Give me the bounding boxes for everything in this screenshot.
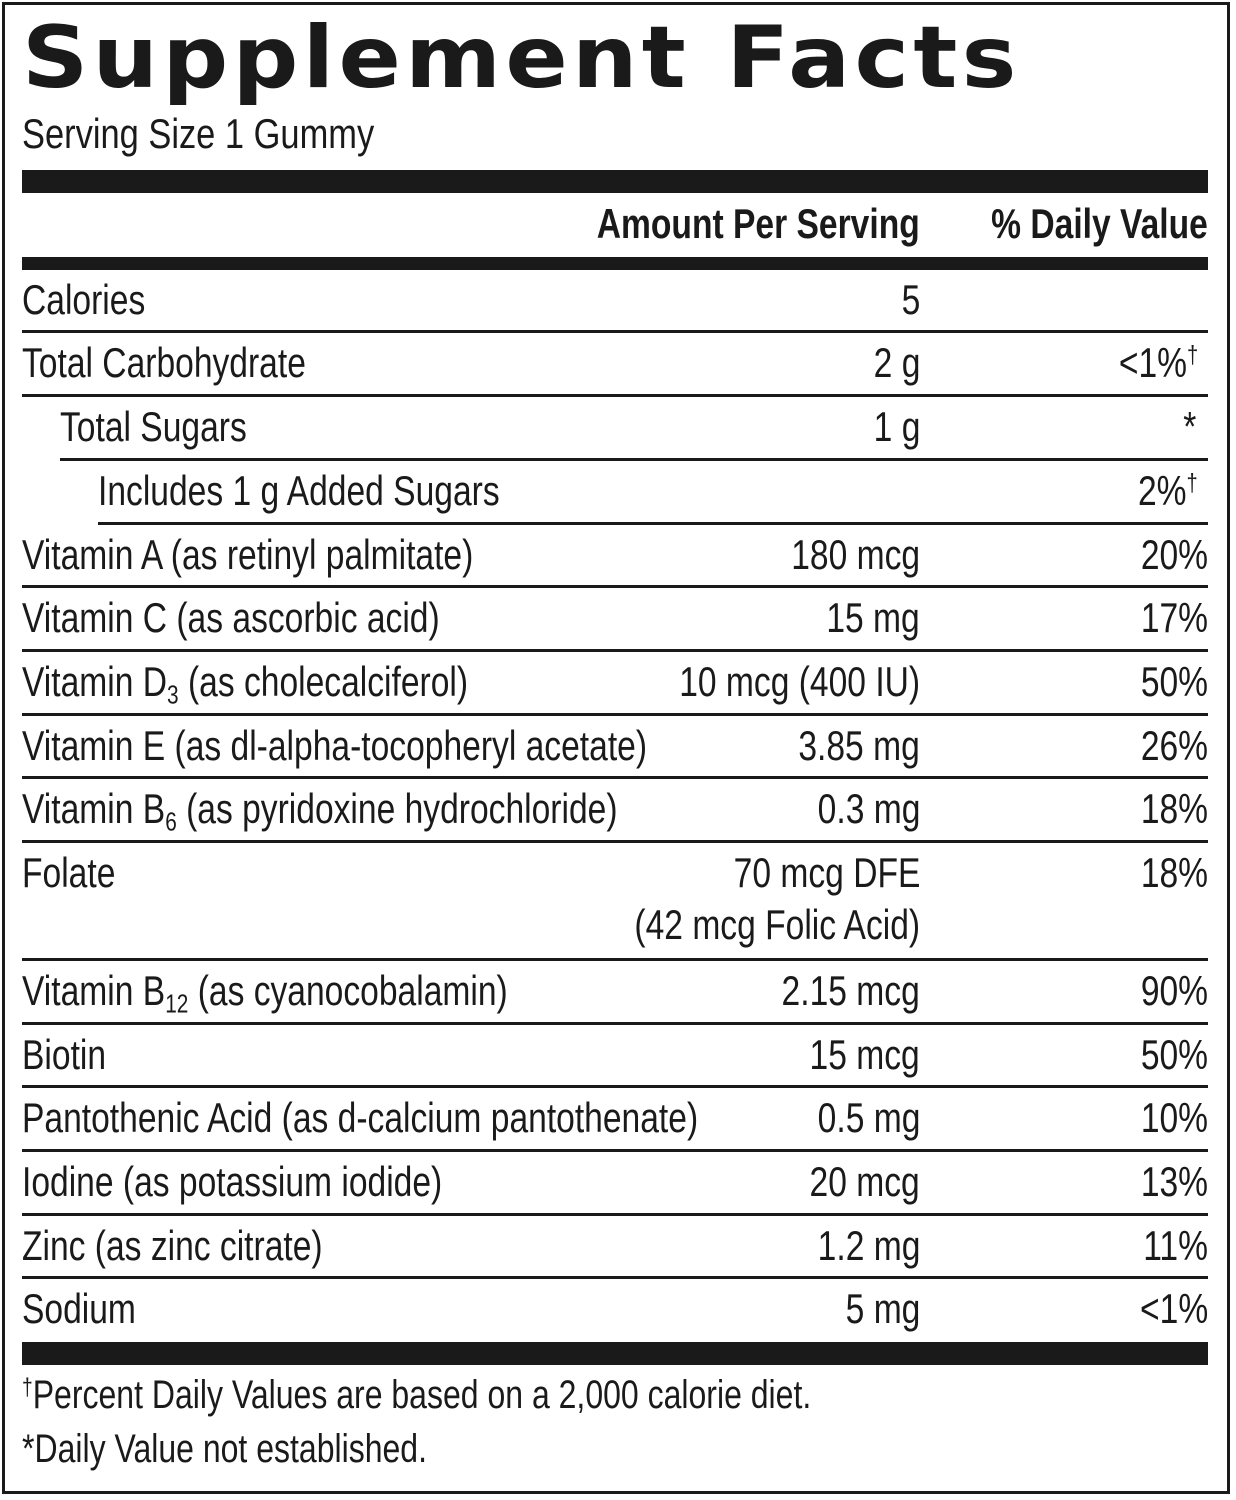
nutrient-daily-value: 18% bbox=[1140, 785, 1208, 832]
nutrient-amount: 180 mcg bbox=[791, 531, 920, 578]
nutrient-row-sodium: Sodium 5 mg <1% bbox=[22, 1279, 1208, 1343]
nutrient-daily-value: 50% bbox=[1140, 658, 1208, 705]
nutrient-daily-value: 18% bbox=[1140, 849, 1208, 896]
nutrient-daily-value: 10% bbox=[1140, 1094, 1208, 1141]
serving-size: Serving Size 1 Gummy bbox=[22, 110, 375, 157]
nutrient-amount: 2.15 mcg bbox=[781, 967, 920, 1014]
row-divider bbox=[22, 1022, 1208, 1025]
nutrient-label: Vitamin C (as ascorbic acid) bbox=[22, 594, 440, 641]
nutrient-amount: 1.2 mg bbox=[817, 1222, 920, 1269]
nutrient-amount: 1 g bbox=[873, 403, 920, 450]
nutrient-row-added-sugars: Includes 1 g Added Sugars 2%† bbox=[98, 461, 1208, 525]
nutrient-daily-value: 26% bbox=[1140, 722, 1208, 769]
nutrient-label: Zinc (as zinc citrate) bbox=[22, 1222, 323, 1269]
row-divider bbox=[22, 585, 1208, 588]
nutrient-label: Folate bbox=[22, 849, 116, 896]
nutrient-amount: 0.3 mg bbox=[817, 785, 920, 832]
dagger-mark: † bbox=[1186, 469, 1198, 498]
nutrient-label: Vitamin A (as retinyl palmitate) bbox=[22, 531, 474, 578]
nutrient-daily-value: * bbox=[1182, 403, 1196, 450]
dagger-mark: † bbox=[22, 1373, 33, 1401]
nutrient-daily-value: 20% bbox=[1140, 531, 1208, 578]
column-header: Amount Per Serving % Daily Value bbox=[22, 194, 1208, 256]
nutrient-row-vitamin-d3: Vitamin D3 (as cholecalciferol) 10 mcg (… bbox=[22, 652, 1208, 716]
row-divider bbox=[22, 1213, 1208, 1216]
nutrient-label: Biotin bbox=[22, 1031, 107, 1078]
nutrient-daily-value: <1%† bbox=[1118, 339, 1198, 386]
row-divider bbox=[22, 649, 1208, 652]
nutrient-amount-secondary: (42 mcg Folic Acid) bbox=[634, 901, 920, 948]
nutrient-daily-value: 13% bbox=[1140, 1158, 1208, 1205]
nutrient-label: Vitamin E (as dl-alpha-tocopheryl acetat… bbox=[22, 722, 648, 769]
nutrient-row-total-carbohydrate: Total Carbohydrate 2 g <1%† bbox=[22, 333, 1208, 397]
nutrient-label: Total Sugars bbox=[60, 403, 247, 450]
nutrient-amount: 0.5 mg bbox=[817, 1094, 920, 1141]
nutrient-row-vitamin-b12: Vitamin B12 (as cyanocobalamin) 2.15 mcg… bbox=[22, 961, 1208, 1025]
footnote-dagger: †Percent Daily Values are based on a 2,0… bbox=[22, 1373, 812, 1417]
nutrient-row-folate: Folate 70 mcg DFE (42 mcg Folic Acid) 18… bbox=[22, 843, 1208, 961]
nutrient-label: Includes 1 g Added Sugars bbox=[98, 467, 500, 514]
daily-value-header: % Daily Value bbox=[991, 200, 1208, 247]
nutrient-daily-value: 90% bbox=[1140, 967, 1208, 1014]
nutrient-label: Vitamin D3 (as cholecalciferol) bbox=[22, 658, 469, 710]
nutrient-row-iodine: Iodine (as potassium iodide) 20 mcg 13% bbox=[22, 1152, 1208, 1216]
nutrient-amount: 10 mcg (400 IU) bbox=[679, 658, 920, 705]
dagger-mark: † bbox=[1186, 341, 1198, 370]
row-divider bbox=[22, 1085, 1208, 1088]
row-divider bbox=[22, 713, 1208, 716]
nutrient-amount: 5 mg bbox=[845, 1285, 920, 1332]
label-title: Supplement Facts bbox=[22, 8, 1021, 108]
nutrient-daily-value: 50% bbox=[1140, 1031, 1208, 1078]
nutrient-label: Vitamin B12 (as cyanocobalamin) bbox=[22, 967, 508, 1019]
nutrient-label: Iodine (as potassium iodide) bbox=[22, 1158, 443, 1205]
nutrient-amount: 3.85 mg bbox=[798, 722, 920, 769]
nutrient-label: Total Carbohydrate bbox=[22, 339, 306, 386]
nutrient-row-vitamin-a: Vitamin A (as retinyl palmitate) 180 mcg… bbox=[22, 525, 1208, 588]
nutrient-amount: 70 mcg DFE bbox=[733, 849, 920, 896]
row-divider bbox=[22, 776, 1208, 779]
nutrient-amount: 20 mcg bbox=[809, 1158, 920, 1205]
nutrient-daily-value: 11% bbox=[1143, 1222, 1208, 1269]
nutrient-amount: 2 g bbox=[873, 339, 920, 386]
nutrient-row-vitamin-b6: Vitamin B6 (as pyridoxine hydrochloride)… bbox=[22, 779, 1208, 843]
amount-per-serving-header: Amount Per Serving bbox=[597, 200, 920, 247]
nutrient-daily-value: 17% bbox=[1140, 594, 1208, 641]
nutrient-row-total-sugars: Total Sugars 1 g * bbox=[60, 397, 1208, 461]
nutrient-row-calories: Calories 5 bbox=[22, 270, 1208, 333]
row-divider bbox=[22, 840, 1208, 843]
nutrient-label: Pantothenic Acid (as d-calcium pantothen… bbox=[22, 1094, 699, 1141]
row-divider bbox=[22, 958, 1208, 961]
nutrient-amount: 15 mg bbox=[826, 594, 920, 641]
thick-divider-top bbox=[22, 170, 1208, 193]
row-divider bbox=[22, 330, 1208, 333]
row-divider bbox=[22, 1149, 1208, 1152]
nutrient-daily-value: <1% bbox=[1139, 1285, 1208, 1332]
nutrient-row-biotin: Biotin 15 mcg 50% bbox=[22, 1025, 1208, 1088]
nutrient-label: Vitamin B6 (as pyridoxine hydrochloride) bbox=[22, 785, 618, 837]
thick-divider-header bbox=[22, 257, 1208, 270]
nutrient-row-vitamin-c: Vitamin C (as ascorbic acid) 15 mg 17% bbox=[22, 588, 1208, 652]
row-divider bbox=[22, 1276, 1208, 1279]
row-divider bbox=[98, 522, 1208, 525]
nutrient-label: Calories bbox=[22, 276, 146, 323]
row-divider bbox=[22, 394, 1208, 397]
nutrient-row-vitamin-e: Vitamin E (as dl-alpha-tocopheryl acetat… bbox=[22, 716, 1208, 779]
nutrient-label: Sodium bbox=[22, 1285, 136, 1332]
row-divider bbox=[60, 458, 1208, 461]
nutrient-amount: 15 mcg bbox=[809, 1031, 920, 1078]
nutrient-row-pantothenic-acid: Pantothenic Acid (as d-calcium pantothen… bbox=[22, 1088, 1208, 1152]
footnote-star: *Daily Value not established. bbox=[22, 1427, 427, 1471]
nutrient-daily-value: 2%† bbox=[1138, 467, 1198, 514]
thick-divider-bottom bbox=[22, 1342, 1208, 1365]
nutrient-amount: 5 bbox=[901, 276, 920, 323]
nutrient-row-zinc: Zinc (as zinc citrate) 1.2 mg 11% bbox=[22, 1216, 1208, 1279]
